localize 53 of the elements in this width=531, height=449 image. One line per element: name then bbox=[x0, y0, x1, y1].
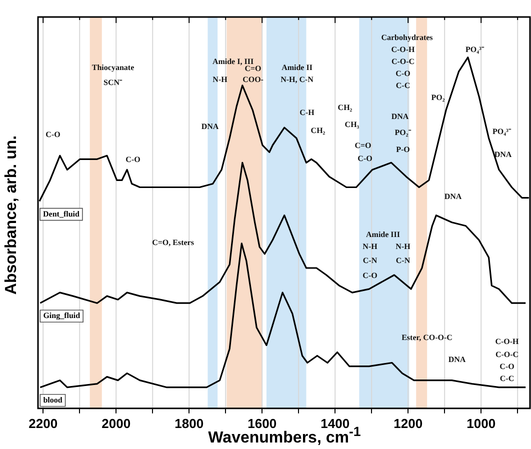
annotation: Amide II bbox=[282, 63, 312, 72]
x-tick-label: 2200 bbox=[28, 416, 58, 431]
annotation: Amide III bbox=[366, 230, 400, 240]
annotation: C-O bbox=[396, 69, 410, 78]
annotation: C-O bbox=[358, 154, 372, 164]
text: C-O-H bbox=[391, 45, 416, 54]
annotation: C-O-C bbox=[495, 350, 519, 360]
annotation: Thiocyanate bbox=[92, 63, 135, 72]
annotation: CH₃ bbox=[344, 120, 360, 130]
annotation: CH₂ bbox=[338, 103, 353, 112]
annotation: N-H bbox=[362, 242, 378, 252]
annotation: C=O bbox=[354, 141, 372, 150]
annotation: SCN⁻ bbox=[103, 78, 123, 88]
annotation: DNA bbox=[391, 112, 409, 122]
text: PO₄³⁻ bbox=[466, 45, 484, 54]
x-tick-label: 1200 bbox=[394, 416, 423, 431]
annotation: C-C bbox=[396, 81, 410, 90]
annotation: C-H bbox=[300, 108, 316, 118]
annotation: DNA bbox=[201, 122, 219, 132]
annotation: Amide I, III bbox=[212, 57, 254, 66]
annotation: C-O bbox=[362, 271, 378, 280]
annotation: Ester, CO-O-C bbox=[402, 333, 453, 342]
annotation: COO- bbox=[242, 75, 264, 84]
annotation: P-O bbox=[396, 145, 410, 154]
annotation: DNA bbox=[448, 355, 466, 364]
series-label: blood bbox=[43, 395, 63, 404]
y-axis-title: Absorbance, arb. un. bbox=[3, 135, 21, 295]
x-tick-label: 2000 bbox=[102, 416, 131, 431]
annotation: C-O-H bbox=[495, 337, 520, 346]
x-tick-label: 1000 bbox=[466, 416, 496, 431]
annotation: C=O bbox=[244, 64, 262, 74]
x-tick-label: 1800 bbox=[174, 416, 204, 431]
text: Carbohydrates bbox=[381, 33, 433, 42]
annotation: C-C bbox=[500, 374, 514, 384]
annotation: C-O bbox=[126, 155, 140, 164]
annotation: PO₂⁻ bbox=[394, 128, 412, 138]
annotation: PO₄³⁻ bbox=[492, 127, 512, 136]
annotation: C-N bbox=[396, 256, 410, 266]
annotation: C-O bbox=[46, 130, 60, 140]
annotation: N-H bbox=[396, 242, 412, 252]
annotation: C-O-C bbox=[391, 57, 415, 66]
annotation: PO₂ bbox=[431, 93, 446, 102]
annotation: C=O, Esters bbox=[152, 238, 194, 248]
annotation: CH₂ bbox=[310, 126, 326, 136]
x-tick-label: 1400 bbox=[320, 416, 350, 431]
annotation: DNA bbox=[444, 192, 462, 202]
series-label: Dent_fluid bbox=[43, 209, 80, 218]
series-label: Ging_fluid bbox=[43, 311, 81, 320]
annotation: DNA bbox=[494, 150, 512, 160]
annotation: C-O bbox=[500, 362, 514, 372]
annotation: N-H, C-N bbox=[280, 75, 314, 84]
annotation: N-H bbox=[212, 75, 228, 84]
annotation: C-N bbox=[362, 256, 378, 266]
